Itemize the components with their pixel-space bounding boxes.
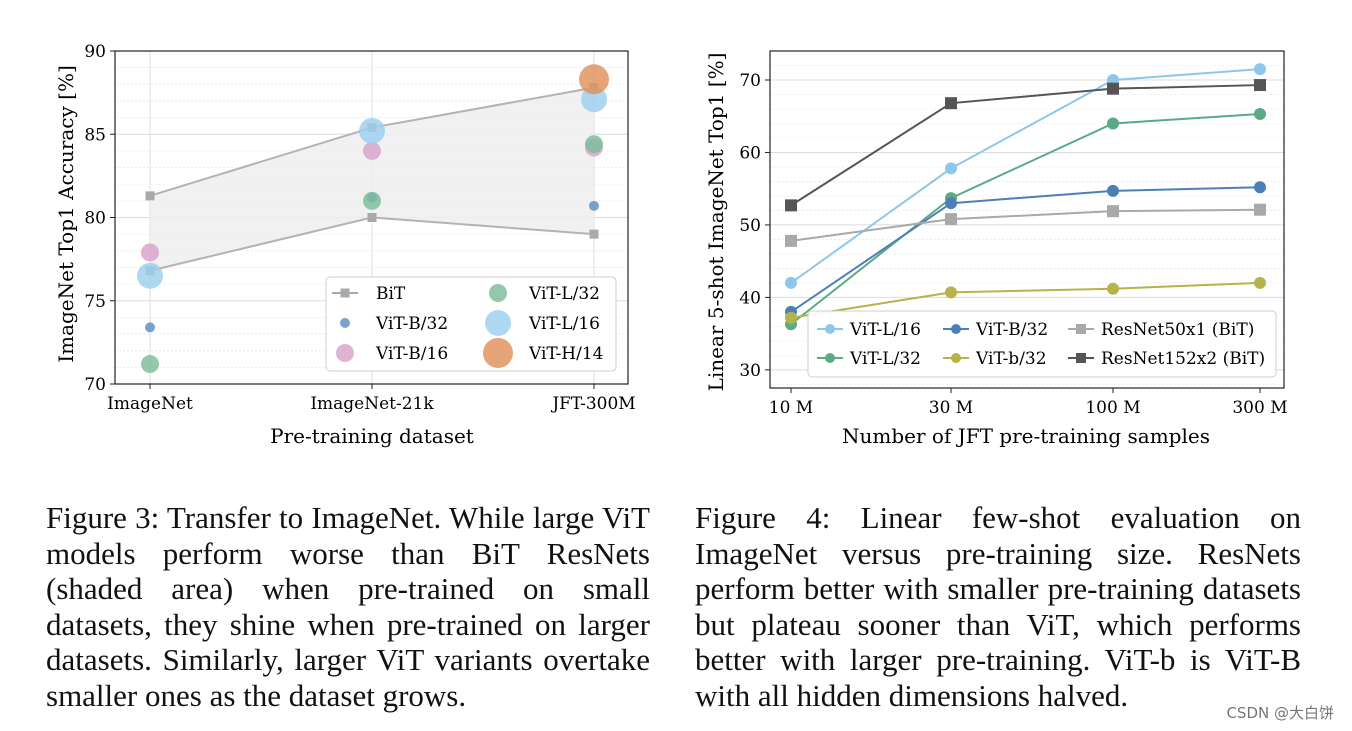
fig4-legend-label: ViT-B/32: [975, 320, 1048, 340]
fig3-legend-label: ViT-L/32: [528, 284, 600, 304]
fig4-legend-label: ViT-b/32: [975, 349, 1047, 369]
fig3-ytick-label: 85: [84, 125, 106, 145]
fig4-ytick-label: 60: [739, 143, 761, 163]
fig3-point-vit-l-32: [363, 191, 381, 210]
fig3-point-vit-b-32: [589, 200, 599, 211]
fig4-legend-marker-vit-b-32: [951, 353, 961, 363]
fig4-point-resnet152x2-bit-: [945, 97, 957, 110]
fig4-legend-marker-vit-l-16: [825, 324, 835, 334]
fig3-legend-label: ViT-L/16: [528, 314, 600, 334]
fig3-point-vit-b-16: [363, 141, 381, 160]
fig3-point-vit-l-32: [141, 355, 159, 374]
fig4-xtick-label: 10 M: [769, 398, 813, 418]
fig3-legend-box: [325, 276, 617, 372]
fig4-legend-label: ResNet50x1 (BiT): [1101, 320, 1254, 340]
fig4-ytick-label: 30: [739, 361, 761, 381]
fig4-legend-label: ViT-L/16: [849, 320, 921, 340]
fig4-point-vit-b-32: [945, 197, 957, 210]
fig4-point-resnet50x1-bit-: [1107, 205, 1119, 218]
fig3-xlabel: Pre-training dataset: [270, 424, 474, 448]
fig4-point-vit-b-32: [1254, 181, 1266, 194]
fig4-ytick-label: 40: [739, 288, 761, 308]
fig4-legend-label: ResNet152x2 (BiT): [1101, 349, 1265, 369]
fig4-point-resnet50x1-bit-: [1254, 203, 1266, 216]
figure-4-caption: Figure 4: Linear few-shot evaluation on …: [695, 500, 1301, 713]
fig3-legend-label: ViT-B/32: [375, 314, 448, 334]
fig3-point-vit-l-32: [585, 135, 603, 154]
fig4-point-vit-l-32: [1254, 108, 1266, 121]
fig3-legend-label: ViT-H/14: [528, 344, 604, 364]
fig3-point-vit-l-16: [137, 262, 163, 289]
watermark: CSDN @大白饼: [1226, 704, 1334, 722]
fig3-legend-marker-vit-b-16: [336, 344, 354, 362]
fig4-point-resnet50x1-bit-: [945, 213, 957, 226]
fig4-point-vit-b-32: [1107, 184, 1119, 197]
fig4-line-resnet50x1-bit-: [790, 208, 1261, 242]
fig4-point-vit-b-32: [1107, 282, 1119, 295]
fig3-point-vit-h-14: [579, 64, 609, 95]
fig3-point-vit-l-16: [359, 117, 385, 144]
fig4-point-vit-l-16: [1254, 63, 1266, 76]
fig4-line-vit-l-16: [790, 68, 1261, 284]
fig4-xlabel: Number of JFT pre-training samples: [842, 424, 1210, 448]
fig4-line-vit-b-32: [790, 281, 1261, 319]
figure-3-caption: Figure 3: Transfer to ImageNet. While la…: [46, 500, 650, 713]
fig4-point-vit-l-32: [1107, 117, 1119, 130]
fig3-xtick-label: ImageNet: [107, 394, 193, 414]
figure-3-chart: ImageNet Top1 Accuracy [%] Pre-training …: [54, 42, 636, 448]
fig4-point-resnet152x2-bit-: [1254, 79, 1266, 92]
fig3-legend-label: BiT: [376, 284, 406, 304]
fig4-legend-box: [807, 310, 1277, 378]
fig4-point-resnet152x2-bit-: [785, 199, 797, 212]
fig3-ylabel: ImageNet Top1 Accuracy [%]: [54, 65, 78, 363]
fig4-ytick-label: 50: [739, 216, 761, 236]
fig4-legend-label: ViT-L/32: [849, 349, 921, 369]
fig4-xtick-label: 30 M: [929, 398, 973, 418]
fig3-ytick-label: 75: [84, 292, 106, 312]
fig3-point-vit-b-32: [145, 322, 155, 333]
fig3-bit-marker: [367, 213, 377, 222]
fig4-xtick-label: 300 M: [1232, 398, 1287, 418]
fig3-legend-label: ViT-B/16: [375, 344, 448, 364]
fig4-legend-marker-resnet152x2-bit-: [1076, 353, 1086, 363]
fig4-point-vit-b-32: [1254, 276, 1266, 289]
fig4-point-vit-b-32: [785, 311, 797, 324]
fig3-bit-marker: [589, 229, 599, 239]
fig3-ytick-label: 70: [84, 375, 106, 395]
fig4-axes-frame: [769, 50, 1285, 389]
fig4-legend-marker-resnet50x1-bit-: [1076, 324, 1086, 334]
fig4-line-vit-b-32: [790, 186, 1261, 313]
fig3-legend-marker-vit-l-16: [485, 310, 511, 336]
fig4-line-vit-l-32: [790, 113, 1261, 326]
fig3-xtick-label: JFT-300M: [550, 394, 635, 414]
fig4-point-resnet50x1-bit-: [785, 234, 797, 247]
fig4-legend-marker-vit-l-32: [825, 353, 835, 363]
fig3-point-vit-b-16: [141, 243, 159, 262]
figure-4-chart: Linear 5-shot ImageNet Top1 [%] Number o…: [704, 50, 1288, 448]
fig3-xtick-label: ImageNet-21k: [310, 394, 434, 414]
fig3-ytick-label: 90: [84, 42, 106, 62]
fig4-point-vit-l-16: [785, 276, 797, 289]
fig4-ylabel: Linear 5-shot ImageNet Top1 [%]: [704, 53, 728, 392]
fig4-xtick-label: 100 M: [1085, 398, 1140, 418]
fig3-bit-marker: [145, 191, 155, 201]
fig4-point-vit-b-32: [945, 286, 957, 299]
fig3-legend-marker-vit-h-14: [483, 338, 513, 368]
fig4-line-resnet152x2-bit-: [790, 84, 1261, 207]
fig4-point-resnet152x2-bit-: [1107, 82, 1119, 95]
fig4-ytick-label: 70: [739, 71, 761, 91]
fig3-legend-marker-vit-l-32: [489, 284, 507, 302]
fig3-ytick-label: 80: [84, 209, 106, 229]
fig3-legend-marker-bit: [340, 288, 350, 298]
fig3-legend-marker-vit-b-32: [340, 318, 350, 328]
fig4-legend-marker-vit-b-32: [951, 324, 961, 334]
fig4-point-vit-l-16: [945, 162, 957, 175]
